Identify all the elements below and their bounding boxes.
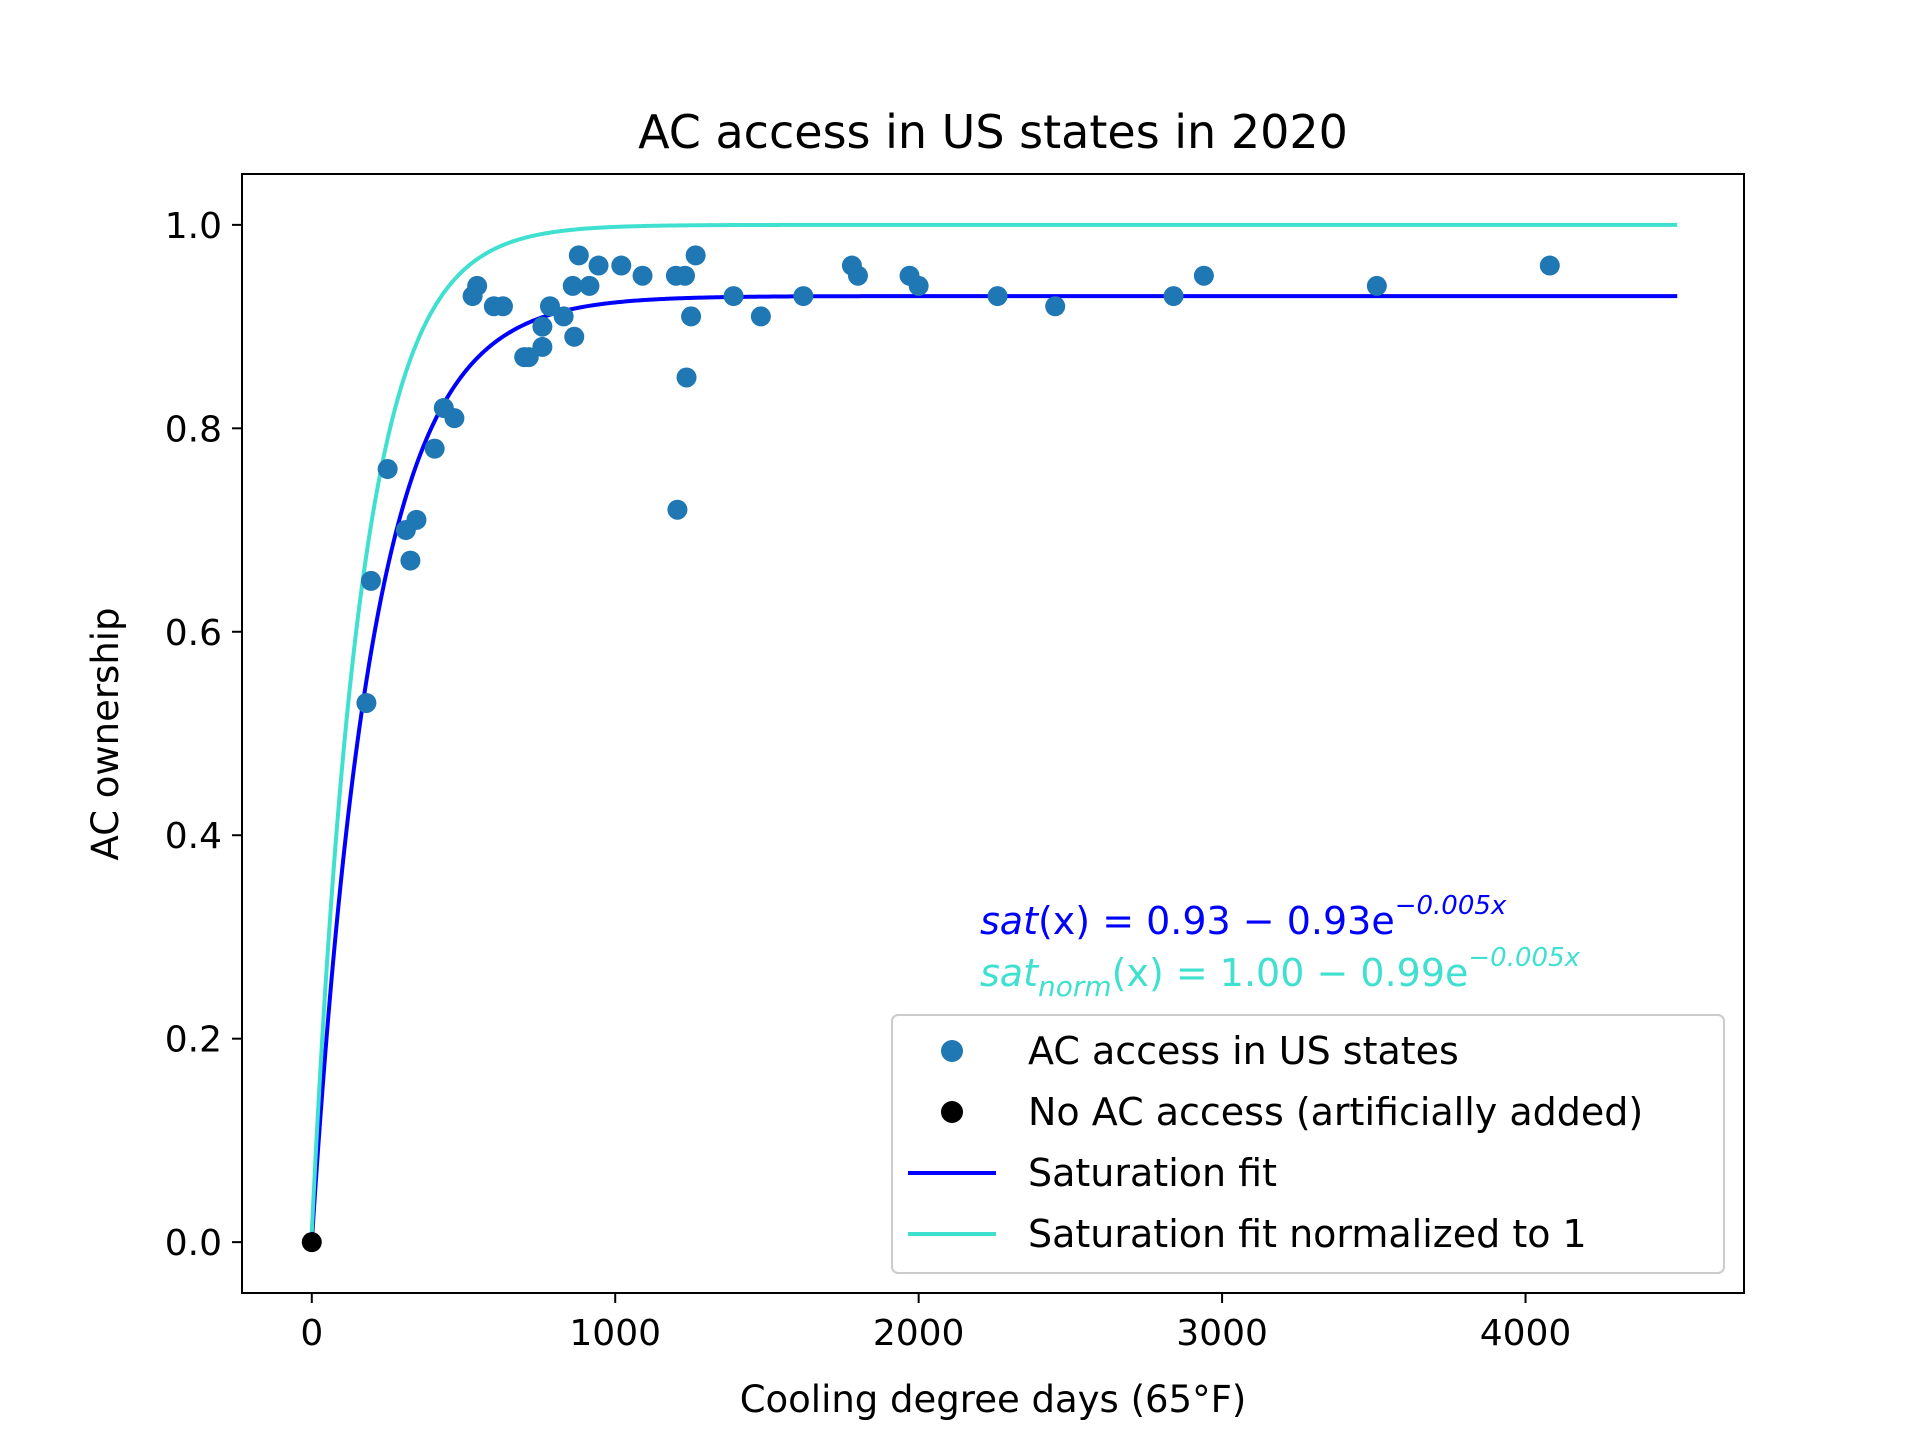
state-point (793, 286, 814, 307)
axis-ticks-layer: 0 1000 2000 3000 4000 0.0 0.2 0.4 0.6 0.8 1.0 (165, 206, 1572, 1354)
x-tick-label: 4000 (1480, 1313, 1572, 1354)
state-point (1539, 255, 1560, 276)
legend-label-4: Saturation fit normalized to 1 (1028, 1212, 1587, 1256)
equation-rhs: = 1.00 − 0.99e (1164, 951, 1469, 995)
y-tick-label: 1.0 (165, 206, 222, 247)
state-point (676, 367, 697, 388)
state-point (553, 306, 574, 327)
state-point (847, 265, 868, 286)
legend-marker-2 (941, 1101, 963, 1123)
y-tick-label: 0.2 (165, 1020, 222, 1061)
state-point (356, 692, 377, 713)
plot-frame (241, 173, 1745, 1294)
legend-marker-1 (941, 1040, 963, 1062)
state-point (667, 499, 688, 520)
equation-subscript: norm (1038, 970, 1112, 1003)
state-point (377, 459, 398, 480)
state-point (360, 570, 381, 591)
state-point (750, 306, 771, 327)
equation-func-name: sat (980, 951, 1040, 995)
chart-title: AC access in US states in 2020 (638, 105, 1348, 159)
equation-arg: (x) (1112, 951, 1164, 995)
y-axis-label: AC ownership (84, 607, 127, 860)
state-point (588, 255, 609, 276)
state-point (987, 286, 1008, 307)
x-tick-label: 0 (300, 1313, 323, 1354)
y-tick-label: 0.6 (165, 613, 222, 654)
x-tick-label: 1000 (569, 1313, 661, 1354)
legend: AC access in US states No AC access (arti… (891, 1014, 1725, 1274)
equation-exponent: −0.005x (1395, 891, 1507, 921)
equation-1: sat(x) = 0.93 − 0.93e−0.005x (980, 891, 1507, 943)
state-point (723, 286, 744, 307)
equation-2: satnorm(x) = 1.00 − 0.99e−0.005x (980, 943, 1581, 1003)
state-point (579, 275, 600, 296)
state-point (1163, 286, 1184, 307)
state-point (532, 316, 553, 337)
no-ac-point (301, 1232, 322, 1253)
state-point (518, 347, 539, 368)
state-point (564, 326, 585, 347)
state-point (685, 245, 706, 266)
equation-exponent: −0.005x (1468, 943, 1580, 973)
state-point (611, 255, 632, 276)
y-tick-label: 0.4 (165, 816, 222, 857)
state-point (539, 296, 560, 317)
legend-box (891, 1014, 1725, 1274)
state-point (467, 275, 488, 296)
state-point (424, 438, 445, 459)
plot-data-layer (301, 222, 1678, 1253)
state-point (562, 275, 583, 296)
state-point (1045, 296, 1066, 317)
state-point (492, 296, 513, 317)
state-point (632, 265, 653, 286)
state-point (681, 306, 702, 327)
equation-rhs: = 0.93 − 0.93e (1090, 899, 1395, 943)
state-point (675, 265, 696, 286)
legend-label-1: AC access in US states (1028, 1029, 1459, 1073)
legend-label-2: No AC access (artificially added) (1028, 1090, 1643, 1134)
state-point (444, 408, 465, 429)
x-tick-label: 3000 (1176, 1313, 1268, 1354)
fit-line-2 (309, 222, 1678, 1233)
state-point (532, 336, 553, 357)
x-axis-label: Cooling degree days (65°F) (740, 1378, 1247, 1421)
equation-arg: (x) (1038, 899, 1090, 943)
x-tick-label: 2000 (873, 1313, 965, 1354)
state-point (908, 275, 929, 296)
y-tick-label: 0.8 (165, 409, 222, 450)
legend-label-3: Saturation fit (1028, 1151, 1277, 1195)
state-point (406, 509, 427, 530)
y-tick-label: 0.0 (165, 1223, 222, 1264)
state-point (1366, 275, 1387, 296)
state-point (400, 550, 421, 571)
state-point (1193, 265, 1214, 286)
state-point (568, 245, 589, 266)
chart-title-group: AC access in US states in 2020 (638, 105, 1348, 159)
equation-func-name: sat (980, 899, 1040, 943)
